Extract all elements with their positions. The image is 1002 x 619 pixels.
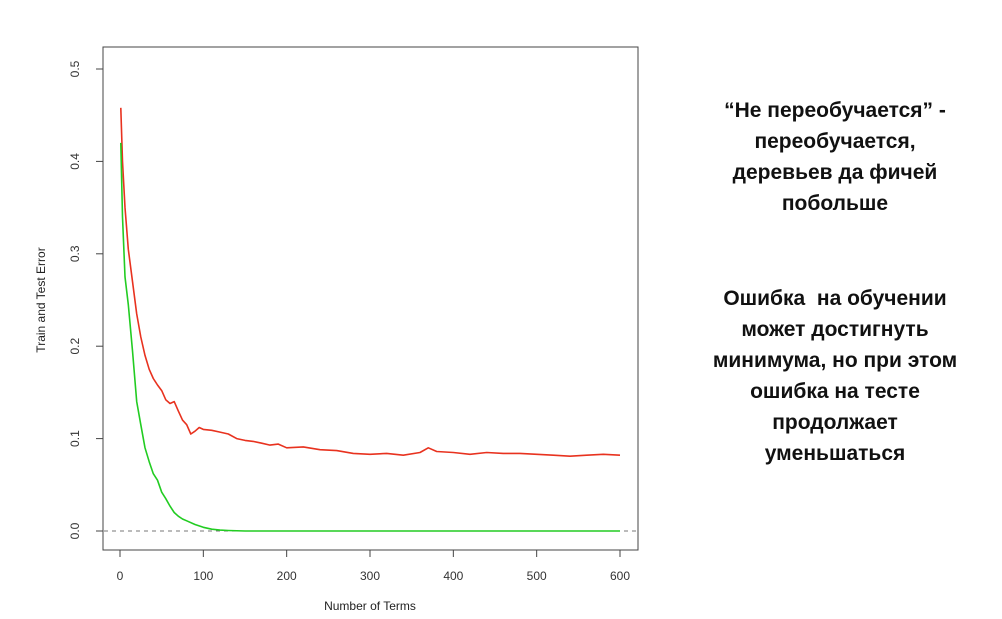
y-tick-label: 0.4 xyxy=(68,153,82,170)
y-tick-label: 0.5 xyxy=(68,60,82,77)
annotation-paragraph-1: “Не переобучается” - переобучается, деревь… xyxy=(660,95,1002,219)
chart: 0 100 200 300 400 500 600 0.0 0.1 0.2 0.3 0.4 0.5 N… xyxy=(34,46,639,613)
y-axis: 0.0 0.1 0.2 0.3 0.4 0.5 xyxy=(68,60,104,539)
annotation-line: минимума, но при этом xyxy=(712,349,958,372)
annotation-line: Ошибка на обучении xyxy=(723,287,947,310)
y-tick-label: 0.0 xyxy=(68,522,82,539)
annotation-line: может достигнуть xyxy=(741,318,929,341)
y-tick-label: 0.1 xyxy=(68,430,82,447)
y-tick-label: 0.3 xyxy=(68,245,82,262)
annotation-line: переобучается, xyxy=(754,130,916,153)
x-tick-label: 400 xyxy=(443,569,463,583)
x-axis-title: Number of Terms xyxy=(324,599,416,613)
train-error-line xyxy=(120,142,620,532)
annotation-panel: “Не переобучается” - переобучается, деревь… xyxy=(660,95,1002,469)
y-axis-title: Train and Test Error xyxy=(34,247,48,352)
annotation-line: “Не переобучается” - xyxy=(724,99,946,122)
annotation-line: ошибка на тесте xyxy=(750,380,920,403)
x-tick-label: 200 xyxy=(277,569,297,583)
x-axis: 0 100 200 300 400 500 600 xyxy=(117,549,630,583)
series-layer xyxy=(120,107,621,532)
test-error-line xyxy=(120,107,621,458)
x-tick-label: 0 xyxy=(117,569,124,583)
annotation-line: побольше xyxy=(781,192,889,215)
x-tick-label: 300 xyxy=(360,569,380,583)
x-tick-label: 600 xyxy=(610,569,630,583)
y-tick-label: 0.2 xyxy=(68,338,82,355)
annotation-line: продолжает xyxy=(772,411,898,434)
annotation-paragraph-2: Ошибка на обучении может достигнуть миниму… xyxy=(660,283,1002,469)
x-tick-label: 100 xyxy=(193,569,213,583)
x-tick-label: 500 xyxy=(527,569,547,583)
annotation-line: деревьев да фичей xyxy=(732,161,938,184)
plot-frame xyxy=(102,46,639,551)
annotation-line: уменьшаться xyxy=(764,442,906,465)
